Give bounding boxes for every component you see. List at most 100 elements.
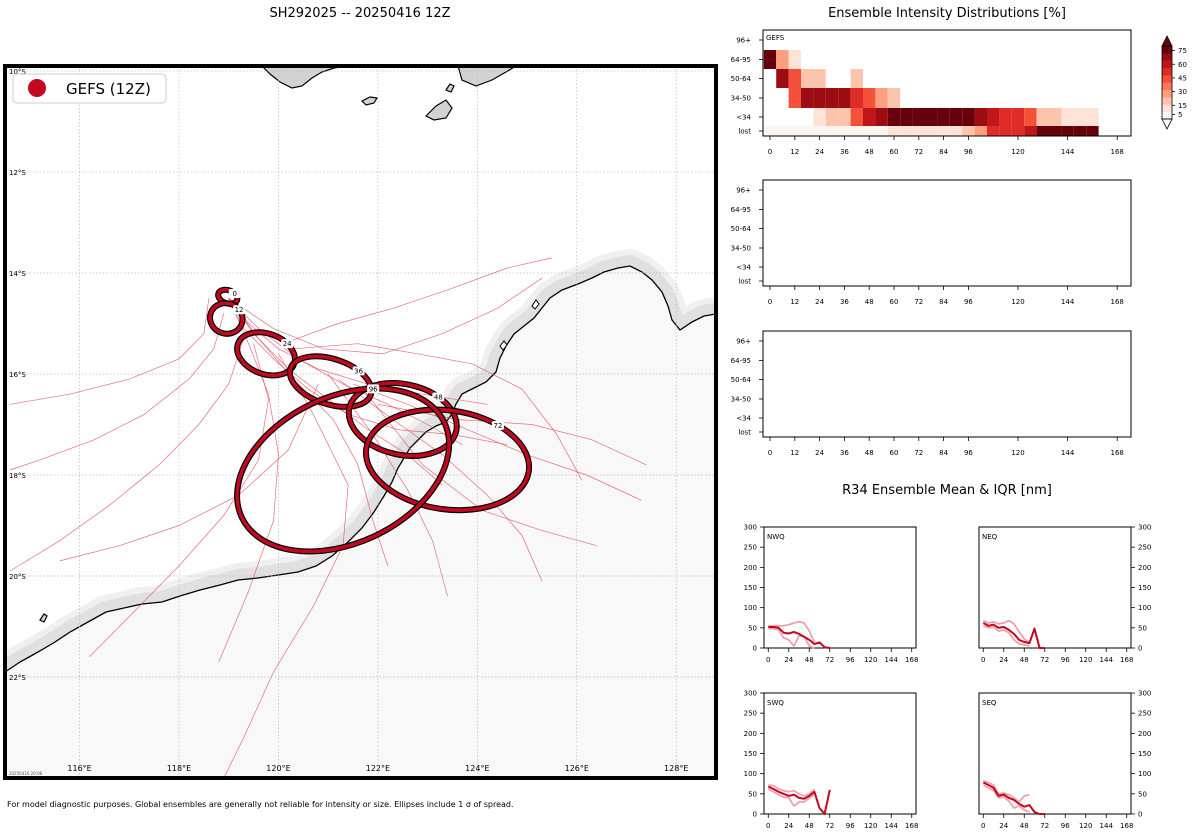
lat-tick-label: 22°S xyxy=(9,674,26,682)
r34-xlabel: 0 xyxy=(766,656,770,664)
figure-title: SH292025 -- 20250416 12Z xyxy=(269,6,450,21)
track-ellipses: 0 12 24 36 48 72 96 xyxy=(206,286,533,555)
r34-xlabel: 144 xyxy=(1100,822,1114,830)
heat-cell xyxy=(763,126,777,136)
ellipse-label: 36 xyxy=(354,367,363,375)
map-frame xyxy=(3,64,718,780)
r34-panel-label: NEQ xyxy=(982,533,998,541)
r34-xlabel: 168 xyxy=(1120,822,1133,830)
heat-xlabel: 48 xyxy=(865,298,874,306)
r34-panel-label: SWQ xyxy=(767,699,784,707)
heat-cell xyxy=(776,108,789,126)
heat-cell xyxy=(801,126,814,136)
ensemble-track xyxy=(327,373,448,597)
island-small xyxy=(39,613,48,623)
heat-ylabel: <34 xyxy=(736,415,751,423)
heat-cell xyxy=(776,69,789,88)
ensemble-track xyxy=(59,383,319,562)
ensemble-track xyxy=(9,313,225,471)
heat-cell xyxy=(987,69,1000,88)
heat-xlabel: 144 xyxy=(1061,298,1075,306)
heat-ylabel: <34 xyxy=(736,264,751,272)
heat-cell xyxy=(788,88,802,108)
r34-xlabel: 24 xyxy=(784,822,793,830)
heat-cell xyxy=(1049,69,1062,88)
heat-cell xyxy=(813,108,826,126)
colorbar-segment xyxy=(1162,75,1172,83)
heat-cell xyxy=(900,30,913,50)
heat-cell xyxy=(912,69,926,88)
heat-cell xyxy=(887,88,901,108)
heat-cell xyxy=(974,50,988,69)
map-stamp: 20250416 20:06 xyxy=(9,771,43,776)
heat-cell xyxy=(825,88,839,108)
r34-xlabel: 48 xyxy=(805,822,814,830)
colorbar-segment xyxy=(1162,104,1172,112)
colorbar-label: 15 xyxy=(1178,102,1187,110)
heat-cell xyxy=(1024,126,1037,136)
ellipse-12: 12 xyxy=(206,300,246,337)
heat-cell xyxy=(925,30,938,50)
ellipse-ring xyxy=(235,386,451,554)
r34-iqr-high xyxy=(983,780,1030,803)
colorbar-segment xyxy=(1162,89,1172,98)
heat-cell xyxy=(912,88,926,108)
heat-cell xyxy=(887,69,901,88)
heat-cell xyxy=(962,126,975,136)
ellipse-96: 96 xyxy=(234,384,453,555)
heat-cell xyxy=(1011,108,1025,126)
heat-cell xyxy=(813,126,826,136)
r34-ylabel: 50 xyxy=(1138,790,1147,798)
heat-cell xyxy=(788,126,802,136)
r34-ylabel: 100 xyxy=(744,604,757,612)
heat-cell xyxy=(850,88,864,108)
heat-cell xyxy=(801,30,814,50)
heat-xlabel: 60 xyxy=(890,298,899,306)
heat-ylabel: 96+ xyxy=(736,187,751,195)
ellipse-36: 36 xyxy=(286,353,375,410)
heat-cell xyxy=(1073,50,1087,69)
r34-xlabel: 96 xyxy=(1061,822,1070,830)
r34-ylabel: 300 xyxy=(744,524,757,532)
heat-cell xyxy=(875,50,888,69)
ellipse-label-bg xyxy=(367,384,380,394)
heat-cell xyxy=(1061,30,1074,50)
heat-cell xyxy=(850,50,864,69)
heat-cell xyxy=(1024,88,1037,108)
r34-xlabel: 24 xyxy=(999,656,1008,664)
heat-cell xyxy=(925,108,938,126)
ensemble-track xyxy=(223,353,349,778)
heat-xlabel: 144 xyxy=(1061,449,1075,457)
heat-cell xyxy=(863,108,876,126)
colorbar-label: 75 xyxy=(1178,47,1187,55)
heat-xlabel: 0 xyxy=(768,449,772,457)
heat-ylabel: 64-95 xyxy=(731,206,751,214)
colorbar-segment xyxy=(1162,67,1172,76)
island-flores xyxy=(360,96,378,106)
r34-frame xyxy=(763,526,917,649)
colorbar-segment xyxy=(1162,97,1172,105)
heat-cell xyxy=(1011,88,1025,108)
lat-tick-label: 10°S xyxy=(9,68,26,76)
r34-xlabel: 144 xyxy=(885,656,899,664)
lat-tick-label: 16°S xyxy=(9,371,26,379)
heat-cell xyxy=(937,108,950,126)
heat-cell xyxy=(1086,50,1099,69)
heat-cell xyxy=(1061,88,1074,108)
heat-cell xyxy=(788,69,802,88)
heat-cell xyxy=(974,88,988,108)
heat-cell xyxy=(863,50,876,69)
ensemble-track xyxy=(9,298,210,405)
heat-cell xyxy=(838,126,851,136)
r34-ylabel: 300 xyxy=(744,690,757,698)
r34-iqr-low xyxy=(982,784,1030,813)
heat-cell xyxy=(962,88,975,108)
ellipse-label: 48 xyxy=(434,394,443,402)
r34-ylabel: 150 xyxy=(744,584,757,592)
heat-cell xyxy=(900,108,913,126)
heat-cell xyxy=(1073,30,1087,50)
heat-cell xyxy=(925,88,938,108)
heat-cell xyxy=(1024,69,1037,88)
r34-panel-label: NWQ xyxy=(767,533,785,541)
